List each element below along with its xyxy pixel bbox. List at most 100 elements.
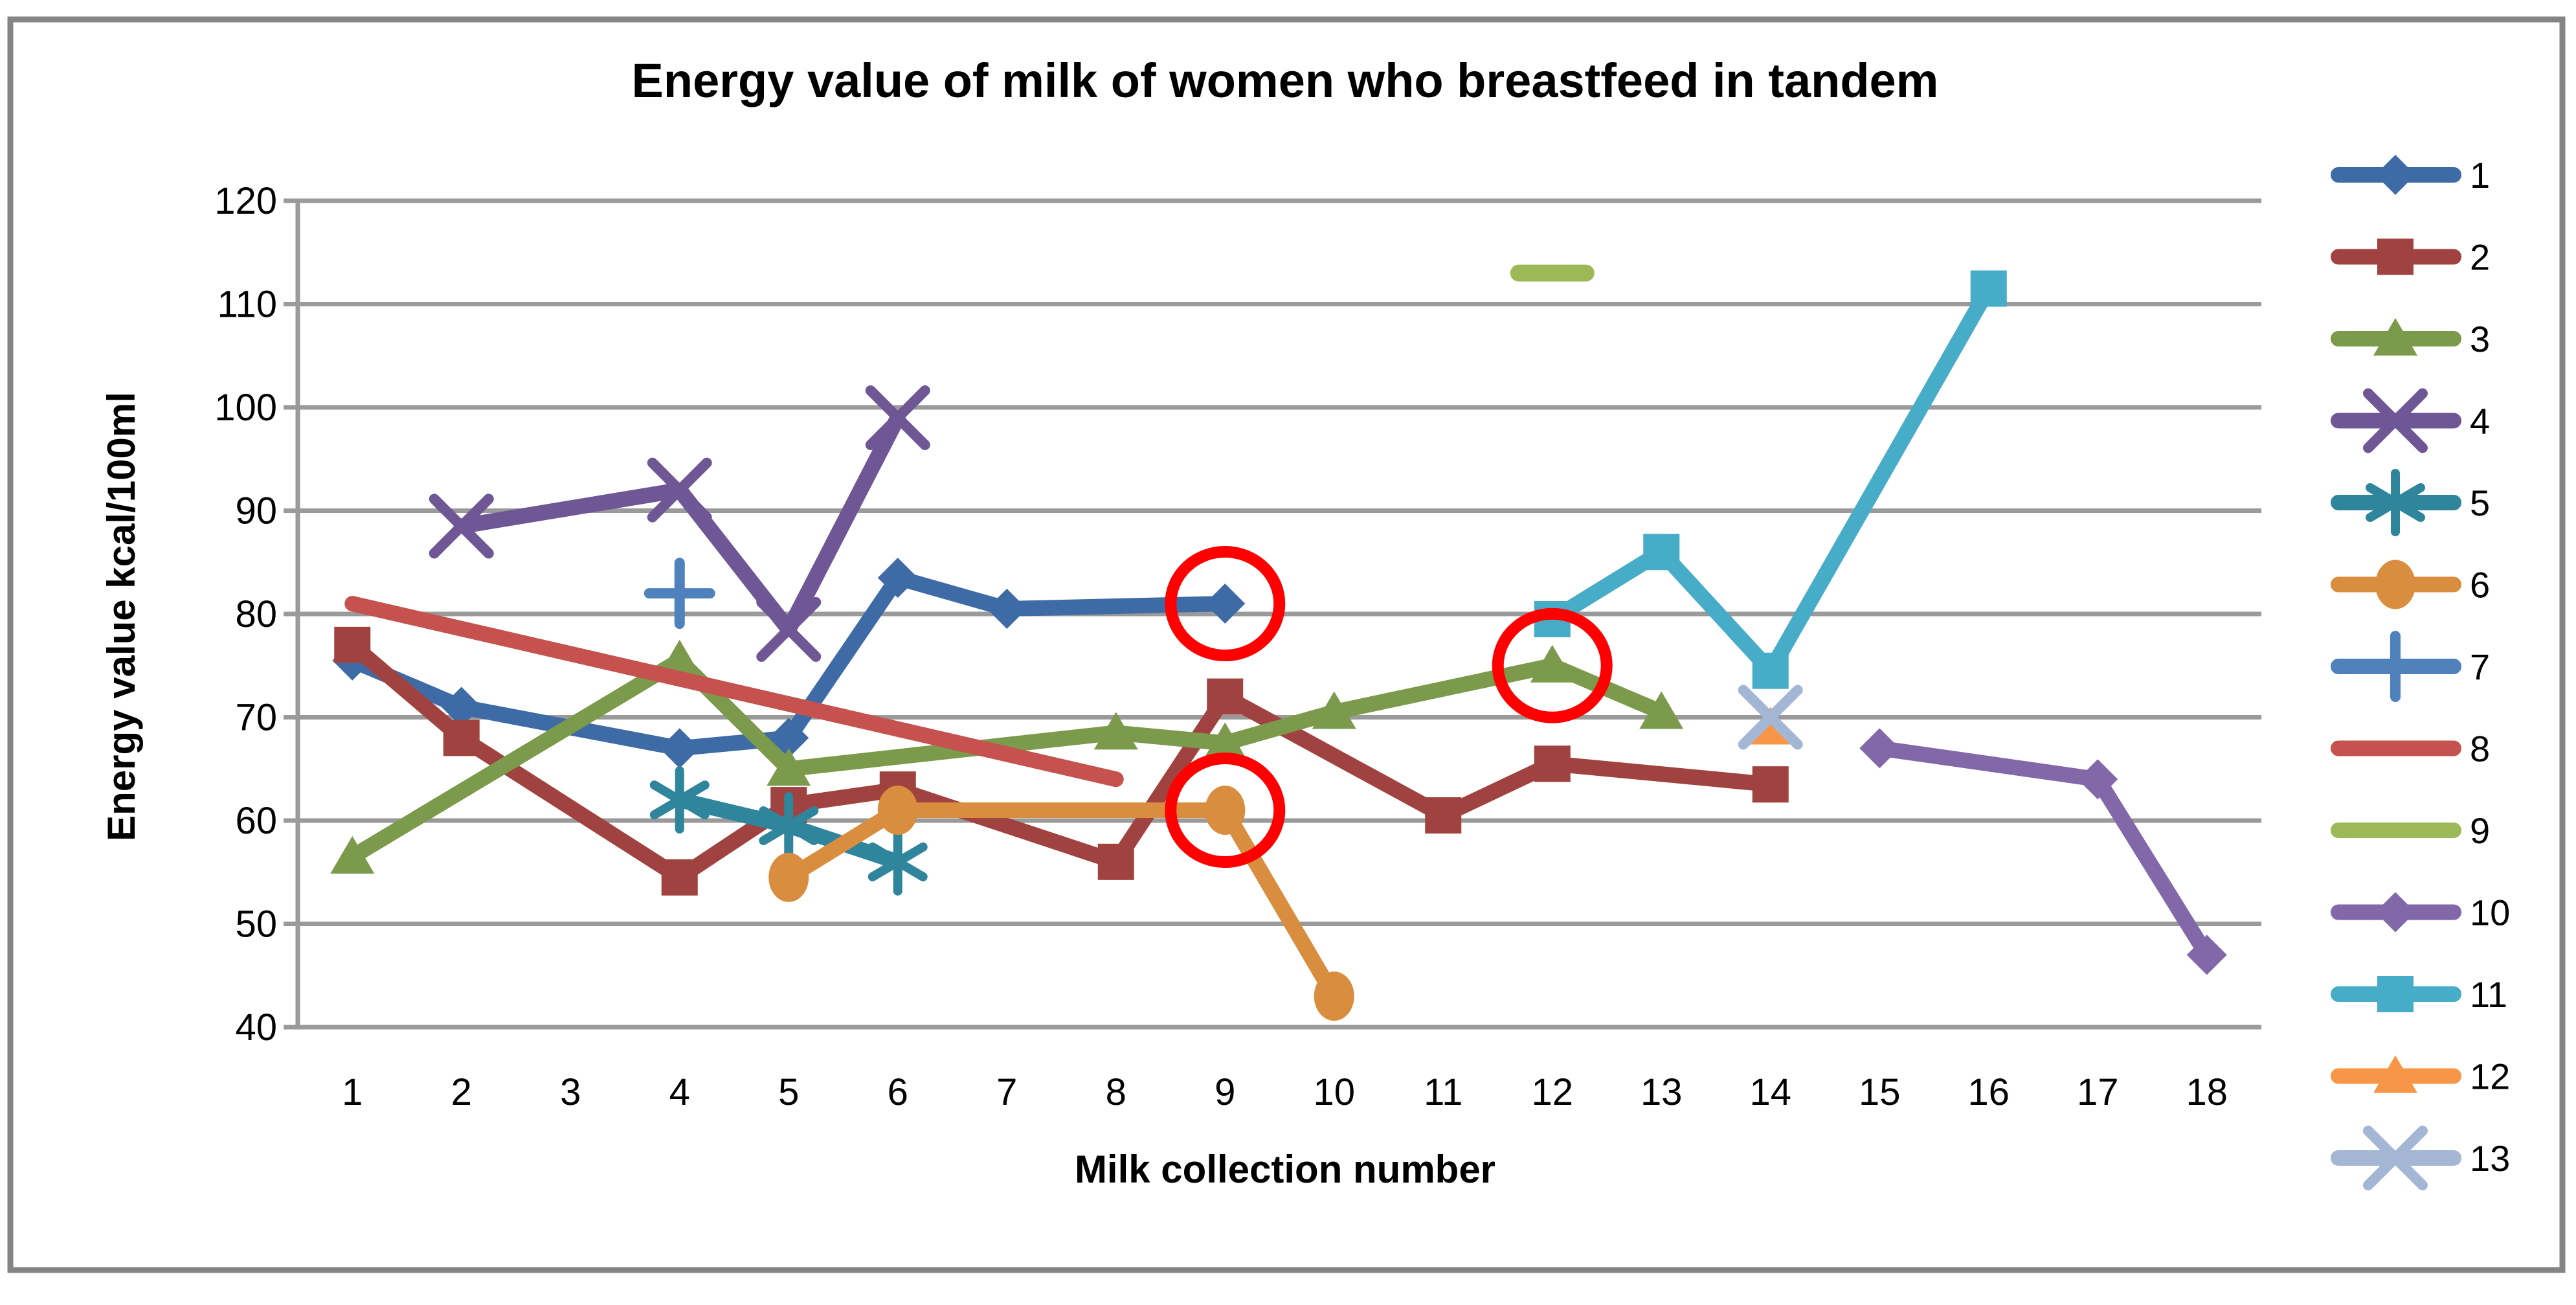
series-8 (344, 596, 1124, 788)
diamond-marker (2078, 759, 2118, 800)
diamond-marker (659, 728, 700, 769)
chart-title: Energy value of milk of women who breast… (632, 54, 1939, 108)
x-tick-6: 6 (888, 1071, 908, 1113)
square-marker (2377, 976, 2414, 1012)
legend-item-5: 5 (2331, 469, 2490, 536)
series-line-8 (344, 596, 1124, 788)
x-tick-13: 13 (1641, 1071, 1683, 1113)
x-tick-3: 3 (560, 1071, 581, 1113)
y-tick-50: 50 (235, 903, 277, 946)
x-tick-8: 8 (1106, 1071, 1126, 1113)
annotation-circle-3 (1492, 607, 1613, 723)
x-tick-7: 7 (996, 1071, 1017, 1113)
triangle-marker (2373, 318, 2417, 356)
series-11 (1534, 270, 2007, 689)
y-tick-40: 40 (235, 1006, 277, 1049)
legend-label-8: 8 (2470, 729, 2490, 769)
asterisk-marker (2366, 483, 2425, 522)
diamond-marker (768, 718, 809, 758)
legend-item-3: 3 (2331, 318, 2490, 359)
diamond-marker (1859, 728, 1900, 769)
diamond-marker (2375, 155, 2415, 195)
series-13 (1738, 685, 1803, 750)
x-tick-4: 4 (669, 1071, 690, 1113)
legend-label-11: 11 (2470, 974, 2507, 1015)
asterisk-marker (868, 842, 928, 881)
circle-marker (877, 786, 918, 835)
annotation-circle-2 (1165, 753, 1286, 868)
y-tick-60: 60 (235, 800, 277, 842)
y-tick-100: 100 (214, 387, 277, 429)
x-marker (865, 385, 930, 450)
square-marker (661, 859, 698, 896)
triangle-marker (1203, 722, 1248, 760)
x-tick-11: 11 (1424, 1071, 1462, 1113)
y-tick-70: 70 (235, 697, 277, 739)
y-tick-110: 110 (218, 284, 277, 326)
series-line-6 (781, 802, 1342, 1004)
square-marker (1425, 797, 1462, 834)
y-tick-80: 80 (235, 593, 277, 635)
x-marker (2363, 1126, 2428, 1190)
legend-item-7: 7 (2331, 631, 2490, 702)
circle-marker (2375, 560, 2415, 609)
square-marker (1207, 678, 1244, 715)
legend-label-4: 4 (2470, 401, 2490, 442)
series-10 (1859, 728, 2227, 975)
series-line-11 (1544, 280, 1997, 679)
diamond-marker (987, 589, 1027, 630)
square-marker (334, 626, 371, 663)
series-7 (644, 558, 715, 630)
asterisk-marker (759, 806, 819, 845)
series-6 (768, 786, 1354, 1021)
triangle-marker (1312, 691, 1356, 729)
chart-outer-border (7, 16, 2566, 1273)
x-axis-title: Milk collection number (1075, 1148, 1495, 1191)
x-tick-14: 14 (1749, 1071, 1791, 1113)
square-marker (2377, 238, 2414, 275)
x-tick-18: 18 (2186, 1071, 2228, 1113)
x-tick-17: 17 (2077, 1071, 2119, 1113)
legend-label-9: 9 (2470, 810, 2490, 851)
legend-label-1: 1 (2470, 155, 2490, 196)
square-marker (443, 720, 480, 756)
legend-item-10: 10 (2331, 892, 2510, 933)
annotation-circles (1165, 546, 1613, 868)
legend-label-6: 6 (2470, 565, 2490, 606)
annotation-circle-1 (1165, 546, 1286, 662)
data-series (330, 264, 2227, 1021)
diamond-marker (877, 558, 918, 598)
square-marker (1970, 270, 2007, 307)
legend-label-10: 10 (2470, 892, 2510, 933)
legend-label-2: 2 (2470, 237, 2490, 278)
square-marker (1643, 534, 1680, 571)
triangle-marker (2373, 1055, 2417, 1093)
diamond-marker (1205, 584, 1246, 624)
y-axis-tick-labels: 120 110 100 90 80 70 60 50 40 (214, 180, 277, 1049)
legend-item-6: 6 (2331, 560, 2490, 609)
series-2 (334, 626, 1789, 896)
y-tick-120: 120 (214, 180, 277, 222)
circle-marker (1205, 786, 1246, 835)
triangle-marker (657, 639, 702, 677)
x-marker (1738, 685, 1803, 750)
x-marker (756, 596, 822, 662)
x-tick-15: 15 (1859, 1071, 1901, 1113)
circle-marker (768, 852, 809, 902)
square-marker (1097, 843, 1134, 880)
x-tick-10: 10 (1313, 1071, 1355, 1113)
legend-item-12: 12 (2331, 1055, 2510, 1097)
triangle-marker (1093, 712, 1138, 750)
triangle-marker (767, 748, 811, 786)
square-marker (1752, 652, 1789, 689)
x-tick-12: 12 (1531, 1071, 1573, 1113)
x-tick-9: 9 (1215, 1071, 1235, 1113)
series-line-4 (453, 409, 906, 637)
legend-label-13: 13 (2470, 1138, 2510, 1179)
legend-label-7: 7 (2470, 646, 2490, 687)
triangle-marker (1639, 691, 1684, 729)
legend-item-9: 9 (2331, 810, 2490, 851)
